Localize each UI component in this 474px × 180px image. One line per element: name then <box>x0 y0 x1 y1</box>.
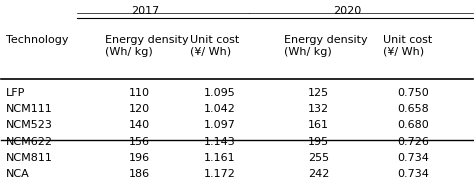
Text: 1.095: 1.095 <box>204 88 236 98</box>
Text: 0.658: 0.658 <box>397 104 429 114</box>
Text: 0.734: 0.734 <box>397 169 429 179</box>
Text: 186: 186 <box>128 169 150 179</box>
Text: 195: 195 <box>308 137 329 147</box>
Text: 156: 156 <box>128 137 150 147</box>
Text: Unit cost
(¥/ Wh): Unit cost (¥/ Wh) <box>190 35 239 57</box>
Text: 0.750: 0.750 <box>397 88 429 98</box>
Text: 1.143: 1.143 <box>204 137 236 147</box>
Text: NCA: NCA <box>6 169 30 179</box>
Text: 110: 110 <box>128 88 150 98</box>
Text: NCM523: NCM523 <box>6 120 53 130</box>
Text: 0.680: 0.680 <box>397 120 429 130</box>
Text: 125: 125 <box>308 88 329 98</box>
Text: 0.734: 0.734 <box>397 153 429 163</box>
Text: 2017: 2017 <box>131 6 159 16</box>
Text: 161: 161 <box>308 120 328 130</box>
Text: 2020: 2020 <box>334 6 362 16</box>
Text: 1.097: 1.097 <box>204 120 236 130</box>
Text: Energy density
(Wh/ kg): Energy density (Wh/ kg) <box>105 35 189 57</box>
Text: 0.726: 0.726 <box>397 137 429 147</box>
Text: NCM622: NCM622 <box>6 137 53 147</box>
Text: NCM111: NCM111 <box>6 104 53 114</box>
Text: NCM811: NCM811 <box>6 153 53 163</box>
Text: 1.161: 1.161 <box>204 153 236 163</box>
Text: Technology: Technology <box>6 35 69 45</box>
Text: 120: 120 <box>128 104 150 114</box>
Text: 196: 196 <box>128 153 150 163</box>
Text: Unit cost
(¥/ Wh): Unit cost (¥/ Wh) <box>383 35 432 57</box>
Text: Energy density
(Wh/ kg): Energy density (Wh/ kg) <box>284 35 368 57</box>
Text: 242: 242 <box>308 169 329 179</box>
Text: 255: 255 <box>308 153 329 163</box>
Text: 132: 132 <box>308 104 329 114</box>
Text: 1.172: 1.172 <box>204 169 236 179</box>
Text: 140: 140 <box>128 120 150 130</box>
Text: LFP: LFP <box>6 88 26 98</box>
Text: 1.042: 1.042 <box>204 104 236 114</box>
